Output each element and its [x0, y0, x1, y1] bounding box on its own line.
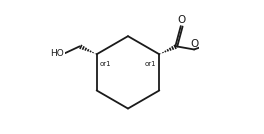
Text: HO: HO [50, 49, 64, 58]
Text: O: O [190, 39, 198, 49]
Text: or1: or1 [100, 61, 112, 67]
Text: O: O [178, 15, 186, 25]
Text: or1: or1 [144, 61, 156, 67]
